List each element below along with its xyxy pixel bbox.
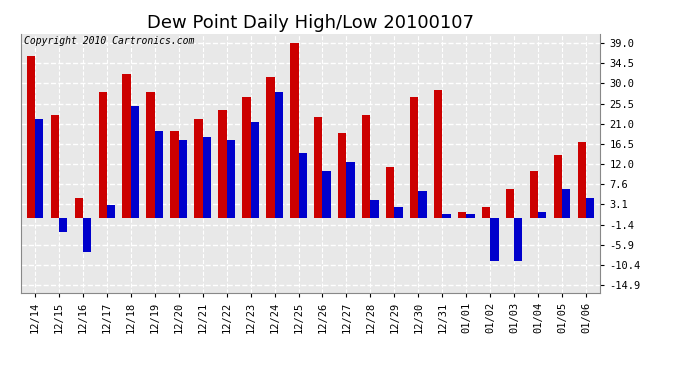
Bar <box>195 119 203 218</box>
Bar <box>578 142 586 218</box>
Bar <box>418 191 426 218</box>
Bar <box>290 43 299 218</box>
Bar <box>146 92 155 218</box>
Bar <box>457 211 466 218</box>
Bar <box>314 117 322 218</box>
Bar <box>266 76 275 218</box>
Bar <box>59 218 68 232</box>
Bar <box>203 137 211 218</box>
Bar <box>553 155 562 218</box>
Text: Copyright 2010 Cartronics.com: Copyright 2010 Cartronics.com <box>23 36 194 46</box>
Bar <box>562 189 571 218</box>
Bar <box>410 97 418 218</box>
Bar <box>299 153 307 218</box>
Bar <box>442 214 451 218</box>
Bar <box>434 90 442 218</box>
Bar <box>218 110 227 218</box>
Bar <box>99 92 107 218</box>
Bar <box>466 214 475 218</box>
Bar <box>338 133 346 218</box>
Bar <box>394 207 403 218</box>
Bar <box>242 97 250 218</box>
Bar <box>123 74 131 218</box>
Bar <box>50 115 59 218</box>
Bar <box>179 140 187 218</box>
Bar <box>27 56 35 218</box>
Bar <box>362 115 371 218</box>
Bar <box>371 200 379 218</box>
Bar <box>107 205 115 218</box>
Bar <box>386 166 394 218</box>
Bar <box>227 140 235 218</box>
Bar <box>322 171 331 218</box>
Bar <box>346 162 355 218</box>
Bar <box>170 130 179 218</box>
Bar <box>538 211 546 218</box>
Bar <box>75 198 83 218</box>
Bar <box>482 207 490 218</box>
Bar <box>275 92 283 218</box>
Bar <box>506 189 514 218</box>
Bar <box>131 106 139 218</box>
Bar <box>586 198 594 218</box>
Bar <box>250 122 259 218</box>
Title: Dew Point Daily High/Low 20100107: Dew Point Daily High/Low 20100107 <box>147 14 474 32</box>
Bar <box>490 218 498 261</box>
Bar <box>155 130 164 218</box>
Bar <box>514 218 522 261</box>
Bar <box>530 171 538 218</box>
Bar <box>35 119 43 218</box>
Bar <box>83 218 91 252</box>
